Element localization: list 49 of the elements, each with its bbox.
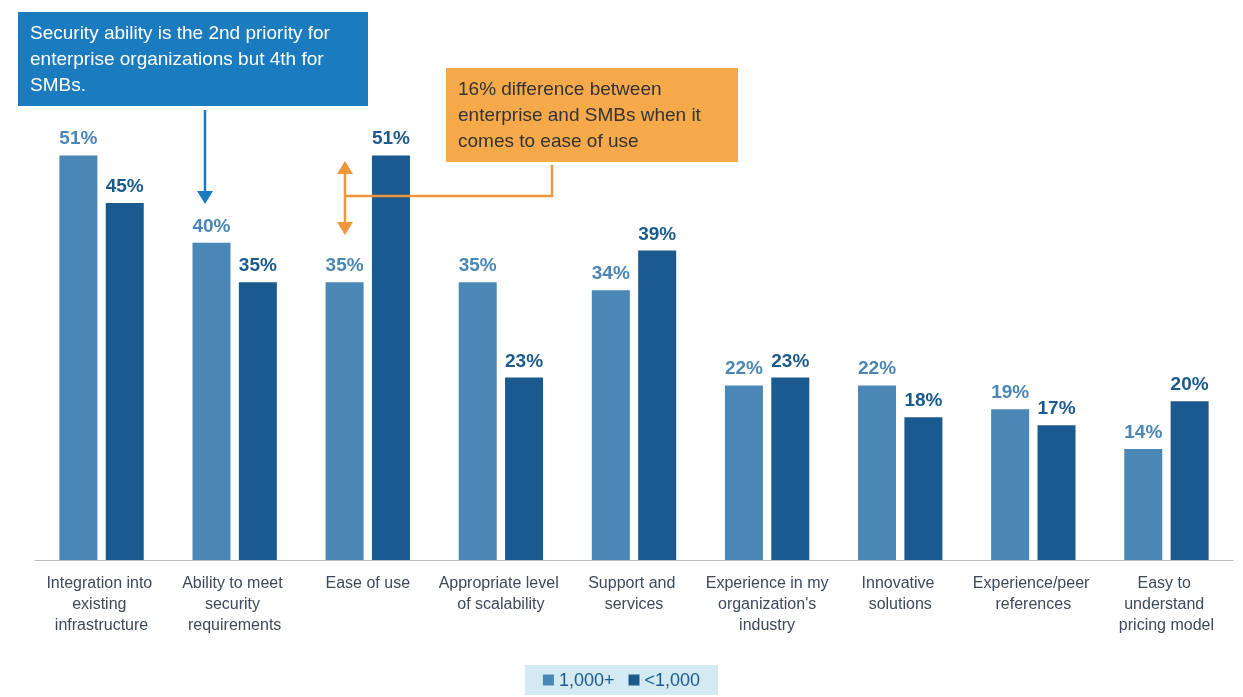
data-label: 19% <box>991 381 1030 403</box>
bar <box>238 282 277 560</box>
bar <box>1037 425 1076 560</box>
legend-label: 1,000+ <box>558 670 615 690</box>
bar <box>904 417 943 560</box>
callout-box: Security ability is the 2nd priority for enterprise organizations but 4th for SMBs. <box>18 12 368 106</box>
callout-box: 16% difference between enterprise and SMBs when it comes to ease of use <box>446 68 738 162</box>
x-tick-label: Experience/peer references <box>972 574 1094 612</box>
x-tick-label: Ease of use <box>325 574 411 591</box>
bar <box>458 282 497 560</box>
bar <box>59 155 98 560</box>
data-label: 35% <box>458 254 497 276</box>
bar <box>1124 448 1163 560</box>
bar <box>991 409 1030 560</box>
bar <box>858 385 897 560</box>
bar <box>771 377 810 560</box>
x-tick-label: Appropriate level of scalability <box>438 574 564 612</box>
data-label: 14% <box>1124 420 1163 442</box>
x-tick-label: Innovative solutions <box>861 574 939 612</box>
x-tick-label: Easy to understand pricing model <box>1118 574 1215 633</box>
bar <box>505 377 544 560</box>
legend-label: <1,000 <box>644 670 701 690</box>
bar <box>325 282 364 560</box>
data-label: 35% <box>238 254 277 276</box>
x-tick-label: Ability to meet security requirements <box>182 574 288 633</box>
data-label: 45% <box>105 175 144 196</box>
data-label: 39% <box>638 222 677 244</box>
data-label: 22% <box>858 357 897 379</box>
x-tick-label: Experience in my organization's industry <box>705 574 829 633</box>
data-label: 51% <box>59 127 98 149</box>
data-label: 23% <box>505 349 544 371</box>
bar <box>724 385 763 560</box>
data-label: 20% <box>1170 373 1209 395</box>
data-label: 40% <box>192 214 231 236</box>
bar <box>192 242 231 560</box>
data-label: 23% <box>771 349 810 371</box>
data-label: 18% <box>904 389 943 411</box>
data-label: 17% <box>1037 397 1076 419</box>
bar <box>638 250 677 560</box>
bar <box>371 155 410 560</box>
data-label: 35% <box>325 254 364 276</box>
data-label: 51% <box>371 127 411 149</box>
bar <box>105 203 144 560</box>
bar <box>1170 401 1209 560</box>
bar <box>591 290 630 560</box>
data-label: 34% <box>591 262 630 284</box>
x-tick-label: Support and services <box>588 574 680 612</box>
data-label: 22% <box>724 357 764 379</box>
x-tick-label: Integration into existing infrastructure <box>46 574 157 633</box>
